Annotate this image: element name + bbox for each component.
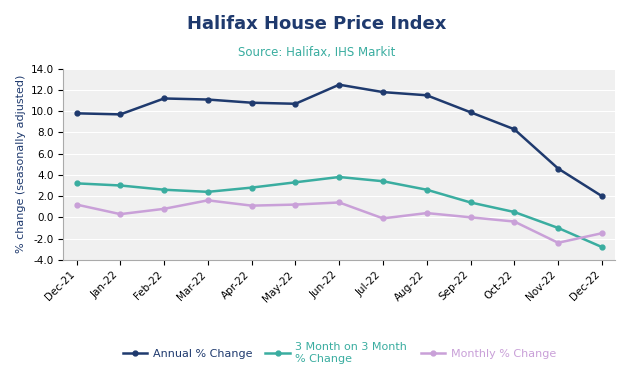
Annual % Change <box>467 110 474 115</box>
3 Month on 3 Month
% Change <box>117 183 124 188</box>
Annual % Change <box>335 83 343 87</box>
3 Month on 3 Month
% Change <box>598 245 605 249</box>
Annual % Change <box>160 96 168 101</box>
Annual % Change <box>423 93 430 97</box>
3 Month on 3 Month
% Change <box>335 175 343 179</box>
3 Month on 3 Month
% Change <box>510 210 518 214</box>
Monthly % Change <box>160 207 168 211</box>
3 Month on 3 Month
% Change <box>292 180 299 185</box>
Text: Halifax House Price Index: Halifax House Price Index <box>187 15 447 33</box>
3 Month on 3 Month
% Change <box>554 226 562 230</box>
3 Month on 3 Month
% Change <box>204 189 212 194</box>
Monthly % Change <box>598 231 605 236</box>
Line: Annual % Change: Annual % Change <box>74 82 604 199</box>
Monthly % Change <box>335 200 343 205</box>
Annual % Change <box>379 90 387 94</box>
Annual % Change <box>292 102 299 106</box>
3 Month on 3 Month
% Change <box>248 185 256 190</box>
Text: Source: Halifax, IHS Markit: Source: Halifax, IHS Markit <box>238 46 396 59</box>
Monthly % Change <box>423 211 430 215</box>
Monthly % Change <box>379 216 387 221</box>
Legend: Annual % Change, 3 Month on 3 Month
% Change, Monthly % Change: Annual % Change, 3 Month on 3 Month % Ch… <box>118 338 560 368</box>
Monthly % Change <box>292 202 299 207</box>
Annual % Change <box>598 194 605 198</box>
Line: Monthly % Change: Monthly % Change <box>74 198 604 245</box>
Monthly % Change <box>204 198 212 202</box>
Monthly % Change <box>248 203 256 208</box>
Monthly % Change <box>467 215 474 220</box>
Annual % Change <box>554 166 562 171</box>
Y-axis label: % change (seasonally adjusted): % change (seasonally adjusted) <box>16 75 27 253</box>
Annual % Change <box>73 111 81 116</box>
3 Month on 3 Month
% Change <box>467 200 474 205</box>
Monthly % Change <box>73 202 81 207</box>
Line: 3 Month on 3 Month
% Change: 3 Month on 3 Month % Change <box>74 175 604 249</box>
Annual % Change <box>510 127 518 131</box>
3 Month on 3 Month
% Change <box>73 181 81 186</box>
3 Month on 3 Month
% Change <box>379 179 387 183</box>
3 Month on 3 Month
% Change <box>160 188 168 192</box>
Annual % Change <box>248 100 256 105</box>
Annual % Change <box>117 112 124 117</box>
Annual % Change <box>204 97 212 102</box>
Monthly % Change <box>554 241 562 245</box>
Monthly % Change <box>510 219 518 224</box>
Monthly % Change <box>117 212 124 217</box>
3 Month on 3 Month
% Change <box>423 188 430 192</box>
